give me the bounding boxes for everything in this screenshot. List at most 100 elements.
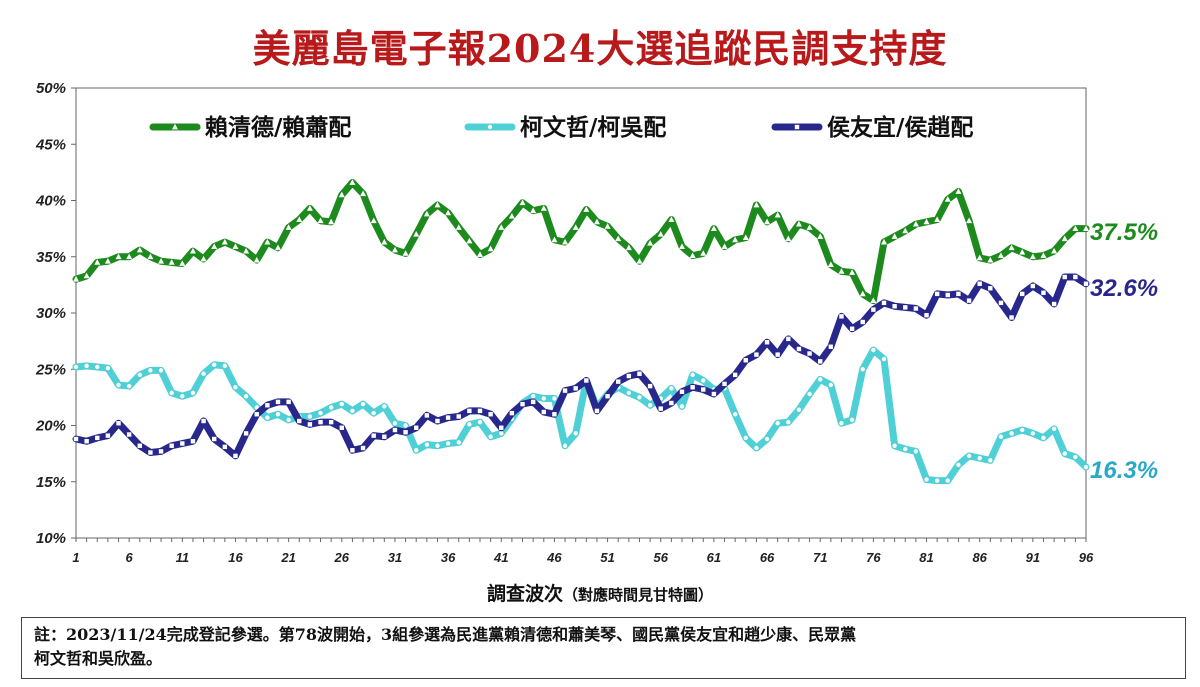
data-point <box>615 235 622 242</box>
x-tick-label: 96 <box>1079 550 1094 565</box>
data-point <box>297 418 302 424</box>
end-labels: 37.5% 32.6% 16.3% <box>1090 219 1158 484</box>
data-point <box>253 256 260 263</box>
data-point <box>264 238 271 245</box>
data-point <box>84 439 89 444</box>
data-point <box>1020 291 1025 297</box>
x-tick-label: 36 <box>441 550 456 565</box>
data-point <box>233 385 238 390</box>
data-point <box>871 347 876 353</box>
data-point <box>179 260 186 266</box>
x-tick-label: 56 <box>654 550 669 565</box>
legend-marker <box>172 123 178 130</box>
data-point <box>1083 225 1089 232</box>
data-point <box>116 421 121 426</box>
data-point <box>137 372 142 378</box>
y-tick-label: 40% <box>35 193 66 210</box>
legend-marker <box>487 124 493 130</box>
data-point <box>350 448 355 453</box>
data-point <box>966 298 972 303</box>
data-point <box>254 412 259 417</box>
data-point <box>881 356 887 362</box>
x-tick-label: 71 <box>813 550 827 565</box>
data-point <box>541 396 546 401</box>
x-tick-label: 91 <box>1026 550 1040 565</box>
data-point <box>764 218 771 225</box>
x-tick-label: 1 <box>72 550 79 565</box>
data-point <box>754 352 759 357</box>
series-line <box>72 179 1090 305</box>
data-point <box>988 286 993 291</box>
data-point <box>477 419 483 425</box>
data-point <box>859 290 866 297</box>
footnote: 註：2023/11/24完成登記參選。第78波開始，3組參選為民進黨賴清德和蕭美… <box>21 617 1186 679</box>
data-point <box>594 408 600 414</box>
data-point <box>977 455 982 461</box>
data-point <box>923 218 930 225</box>
x-axis-label-note: （對應時間見甘特圖） <box>563 586 714 604</box>
data-point <box>1051 301 1057 307</box>
data-point <box>519 199 526 206</box>
data-point <box>1019 249 1026 255</box>
data-point <box>573 386 578 391</box>
data-point <box>169 390 174 396</box>
data-point <box>625 244 632 251</box>
data-point <box>1062 274 1067 280</box>
data-point <box>104 258 111 264</box>
data-point <box>838 268 845 274</box>
data-point <box>180 441 185 446</box>
data-point <box>403 430 408 435</box>
data-point <box>158 449 164 454</box>
data-point <box>839 421 844 426</box>
y-tick-label: 10% <box>36 530 66 547</box>
series-layer <box>72 179 1090 485</box>
data-point <box>1083 464 1089 470</box>
data-point <box>307 422 313 427</box>
data-point <box>1041 435 1046 441</box>
x-tick-label: 16 <box>228 550 243 565</box>
data-point <box>508 213 515 219</box>
data-point <box>381 238 388 245</box>
data-point <box>349 179 356 185</box>
y-tick-label: 15% <box>36 474 66 491</box>
legend-label: 賴清德/賴蕭配 <box>205 114 351 141</box>
x-tick-label: 6 <box>126 550 134 565</box>
data-point <box>785 235 792 242</box>
data-point <box>115 253 122 260</box>
data-point <box>338 191 345 198</box>
data-point <box>955 188 962 194</box>
data-point <box>871 307 876 312</box>
data-point <box>285 224 292 230</box>
data-point <box>669 400 674 406</box>
data-point <box>168 259 175 265</box>
data-point <box>807 351 812 356</box>
data-point <box>913 306 919 311</box>
data-point <box>732 236 739 243</box>
series-2 <box>72 346 1090 485</box>
data-point <box>795 220 802 227</box>
data-point <box>126 253 133 260</box>
data-point <box>902 227 909 234</box>
data-point <box>987 256 994 263</box>
data-point <box>1051 426 1057 432</box>
data-point <box>296 216 303 223</box>
data-point <box>827 261 834 268</box>
data-point <box>796 346 802 352</box>
data-point <box>892 304 897 309</box>
data-point <box>520 401 525 407</box>
data-point <box>1073 274 1078 280</box>
data-point <box>126 383 132 389</box>
data-point <box>169 443 174 448</box>
data-point <box>605 394 610 399</box>
data-point <box>499 425 504 430</box>
data-point <box>774 211 781 218</box>
data-point <box>616 379 621 384</box>
y-tick-label: 45% <box>35 136 66 153</box>
data-point <box>828 344 834 349</box>
data-point <box>95 364 100 370</box>
data-point <box>467 422 472 427</box>
data-point <box>647 240 654 246</box>
data-point <box>201 371 206 376</box>
data-point <box>456 414 461 419</box>
data-point <box>477 251 483 257</box>
